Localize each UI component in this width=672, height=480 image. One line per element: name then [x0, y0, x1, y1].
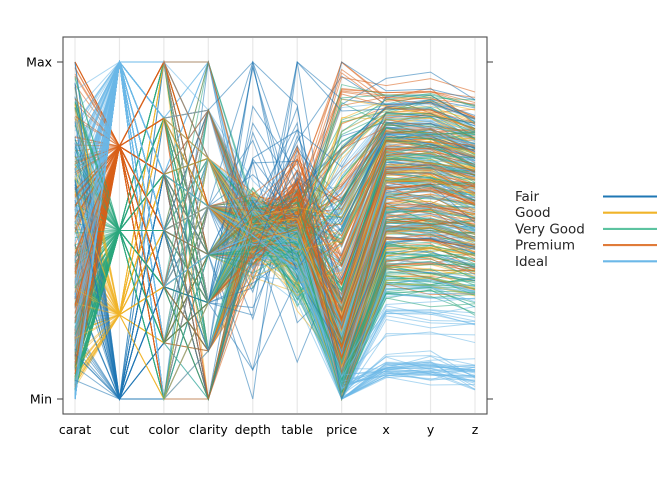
y-tick-label-max: Max	[26, 55, 52, 70]
data-line	[74, 210, 476, 378]
data-line	[74, 205, 476, 398]
y-tick-label-min: Min	[30, 392, 52, 407]
x-axis-label-y: y	[427, 422, 435, 437]
y-axis-tick-labels: Max Min	[26, 55, 52, 407]
legend-label-good: Good	[515, 205, 551, 221]
x-axis-label-z: z	[472, 422, 479, 437]
data-line	[74, 61, 476, 391]
data-line	[74, 67, 476, 400]
data-line	[74, 60, 476, 401]
data-line	[74, 60, 476, 400]
x-axis-label-price: price	[326, 422, 357, 437]
legend-label-very-good: Very Good	[515, 221, 585, 237]
data-line	[74, 137, 476, 317]
legend-label-ideal: Ideal	[515, 254, 548, 270]
plot-frame-border	[62, 36, 488, 415]
legend-label-fair: Fair	[515, 189, 540, 205]
y-axis-ticks	[57, 61, 493, 400]
data-polylines	[74, 60, 476, 401]
data-line	[74, 117, 476, 400]
data-line	[74, 94, 476, 400]
data-line	[74, 144, 476, 322]
legend-label-premium: Premium	[515, 238, 575, 254]
x-axis-label-carat: carat	[59, 422, 91, 437]
x-axis-label-x: x	[382, 422, 389, 437]
x-axis-label-color: color	[148, 422, 180, 437]
data-line	[74, 61, 476, 338]
x-axis-label-depth: depth	[235, 422, 271, 437]
x-axis-label-clarity: clarity	[189, 422, 229, 437]
data-line	[74, 61, 476, 344]
data-line	[74, 127, 476, 401]
x-axis-label-table: table	[281, 422, 313, 437]
x-axis-tick-labels: carat cut color clarity depth table price x y z	[59, 422, 479, 437]
data-line	[74, 121, 476, 400]
x-axis-label-cut: cut	[110, 422, 130, 437]
data-line	[74, 133, 476, 400]
data-line	[74, 102, 476, 274]
data-line	[74, 108, 476, 325]
